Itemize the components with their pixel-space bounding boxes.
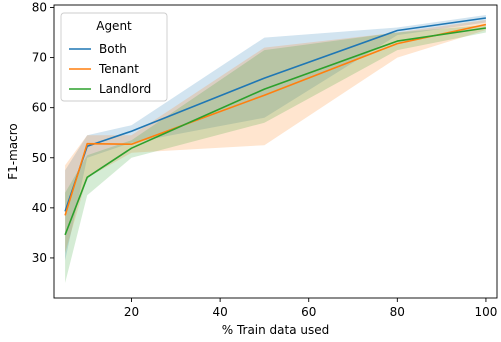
- x-tick-label: 40: [212, 305, 227, 319]
- x-axis-label: % Train data used: [222, 323, 330, 337]
- legend-items: Both Tenant Landlord: [69, 42, 151, 96]
- y-axis-ticks: 30 40 50 60 70 80: [32, 1, 54, 265]
- plot-frame: [53, 4, 498, 299]
- legend-label-landlord: Landlord: [99, 82, 151, 96]
- legend-box: [60, 12, 168, 102]
- legend: Agent Both Tenant Landlord: [60, 12, 168, 102]
- x-tick-label: 100: [474, 305, 497, 319]
- y-tick-label: 70: [32, 51, 47, 65]
- band-tenant: [65, 20, 486, 253]
- y-tick-label: 50: [32, 151, 47, 165]
- band-landlord: [65, 25, 486, 283]
- x-tick-label: 80: [390, 305, 405, 319]
- y-tick-label: 80: [32, 1, 47, 15]
- legend-title: Agent: [96, 19, 132, 33]
- y-axis-label: F1-macro: [6, 123, 20, 180]
- series-line-landlord: [64, 27, 487, 236]
- x-tick-label: 60: [301, 305, 316, 319]
- x-axis-ticks: 20 40 60 80 100: [124, 298, 497, 319]
- series-line-tenant: [64, 23, 487, 216]
- legend-label-both: Both: [99, 42, 127, 56]
- series-lines: [64, 17, 487, 236]
- y-tick-label: 30: [32, 251, 47, 265]
- y-tick-label: 60: [32, 101, 47, 115]
- y-tick-label: 40: [32, 201, 47, 215]
- legend-label-tenant: Tenant: [98, 62, 139, 76]
- x-tick-label: 20: [124, 305, 139, 319]
